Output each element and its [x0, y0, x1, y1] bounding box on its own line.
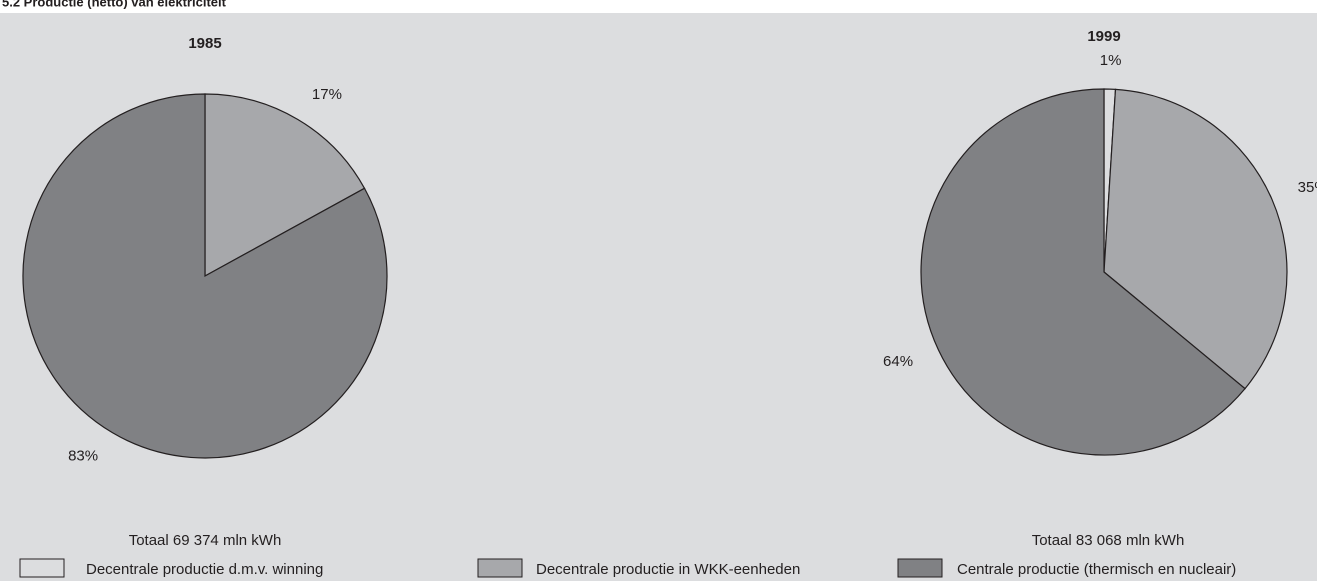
pie-slice [920, 88, 1246, 456]
value-label: 1% [1100, 52, 1122, 69]
value-label: 35% [1298, 179, 1317, 196]
value-label: 83% [68, 448, 98, 465]
pie-total: Totaal 69 374 mln kWh [129, 532, 282, 549]
legend-swatch [477, 558, 523, 578]
legend-label: Decentrale productie in WKK-eenheden [536, 561, 800, 578]
page-title: 5.2 Productie (netto) van elektriciteit [2, 0, 227, 9]
legend-swatch [897, 558, 943, 578]
pie-slice [204, 93, 366, 278]
pie-title: 1999 [1087, 28, 1120, 45]
value-label: 64% [883, 353, 913, 370]
legend-label: Centrale productie (thermisch en nucleai… [957, 561, 1236, 578]
value-label: 17% [312, 86, 342, 103]
legend-label: Decentrale productie d.m.v. winning [86, 561, 323, 578]
pie-slice [22, 93, 388, 459]
legend-swatch [19, 558, 65, 578]
pie-total: Totaal 83 068 mln kWh [1032, 532, 1185, 549]
pie-title: 1985 [188, 35, 221, 52]
pie-slice [1103, 88, 1288, 390]
